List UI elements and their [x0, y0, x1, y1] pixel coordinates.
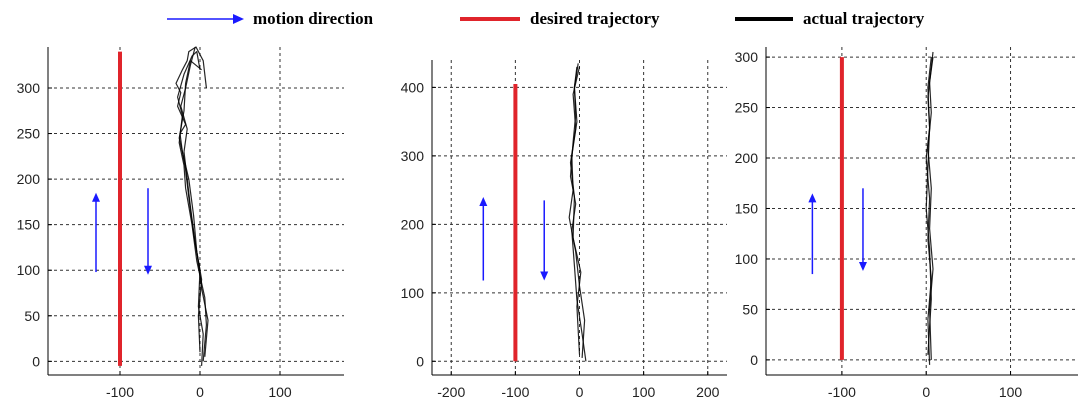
- x-tick-label: -200: [437, 384, 465, 400]
- red-line-swatch: [460, 17, 520, 21]
- plot-area: [48, 47, 344, 375]
- legend-label-motion-direction: motion direction: [253, 9, 374, 28]
- x-tick-label: 100: [632, 384, 656, 400]
- y-tick-label: 100: [401, 285, 425, 301]
- legend-label-desired-trajectory: desired trajectory: [530, 9, 660, 28]
- y-tick-label: 300: [401, 148, 425, 164]
- plot-area: [766, 47, 1078, 375]
- motion-arrow-up-icon: [808, 193, 817, 275]
- x-tick-label: -100: [501, 384, 529, 400]
- y-tick-label: 150: [735, 200, 759, 216]
- y-tick-label: 250: [17, 126, 41, 142]
- actual-trajectory-line: [568, 63, 586, 358]
- legend-item-desired-trajectory: desired trajectory: [460, 6, 660, 32]
- motion-arrow-head: [540, 271, 549, 281]
- motion-arrow-down-icon: [144, 188, 152, 275]
- y-tick-label: 0: [32, 353, 40, 369]
- y-tick-label: 100: [735, 251, 759, 267]
- x-tick-label: 200: [696, 384, 720, 400]
- x-tick-label: -100: [106, 384, 134, 400]
- chart-panel-3: 0 50 100 150 200 250 300 -100 0 100: [735, 47, 1078, 400]
- motion-arrow-head: [808, 193, 817, 203]
- x-tick-label: 0: [922, 384, 930, 400]
- y-tick-label: 200: [401, 216, 425, 232]
- actual-trajectory-line: [178, 60, 209, 357]
- y-tick-label: 300: [17, 80, 41, 96]
- motion-arrow-up-icon: [479, 196, 488, 281]
- y-tick-label: 300: [735, 49, 759, 65]
- legend-item-motion-direction: motion direction: [165, 6, 373, 32]
- y-tick-label: 0: [750, 352, 758, 368]
- motion-arrow-head: [92, 192, 100, 202]
- y-tick-label: 200: [17, 171, 41, 187]
- y-tick-label: 150: [17, 217, 41, 233]
- motion-arrow-up-icon: [92, 192, 100, 273]
- actual-trajectory-line: [569, 66, 582, 355]
- legend-label-actual-trajectory: actual trajectory: [803, 9, 925, 28]
- motion-arrow-head: [479, 196, 488, 206]
- x-tick-label: -100: [828, 384, 856, 400]
- chart-panel-2: 0 100 200 300 400 -200 -100 0 100 200: [401, 60, 727, 400]
- legend-item-actual-trajectory: actual trajectory: [735, 6, 924, 32]
- chart-panel-1: 0 50 100 150 200 250 300 -100 0 100: [17, 46, 344, 400]
- y-tick-label: 50: [24, 308, 40, 324]
- y-tick-label: 250: [735, 100, 759, 116]
- x-tick-label: 0: [196, 384, 204, 400]
- motion-arrow-head: [144, 265, 152, 275]
- x-tick-label: 100: [268, 384, 292, 400]
- black-line-swatch: [735, 17, 793, 21]
- legend: motion direction desired trajectory actu…: [0, 0, 1084, 40]
- x-tick-label: 0: [576, 384, 584, 400]
- y-tick-label: 100: [17, 262, 41, 278]
- y-tick-label: 200: [735, 150, 759, 166]
- y-tick-label: 0: [416, 353, 424, 369]
- actual-trajectory-line: [925, 57, 932, 355]
- motion-arrow-down-icon: [540, 200, 549, 281]
- y-tick-label: 50: [742, 301, 758, 317]
- motion-arrow-head: [858, 262, 867, 272]
- actual-trajectory-line: [177, 50, 207, 362]
- motion-arrow-down-icon: [858, 188, 867, 272]
- arrow-right-icon: [167, 14, 244, 24]
- y-tick-label: 400: [401, 79, 425, 95]
- x-tick-label: 100: [999, 384, 1023, 400]
